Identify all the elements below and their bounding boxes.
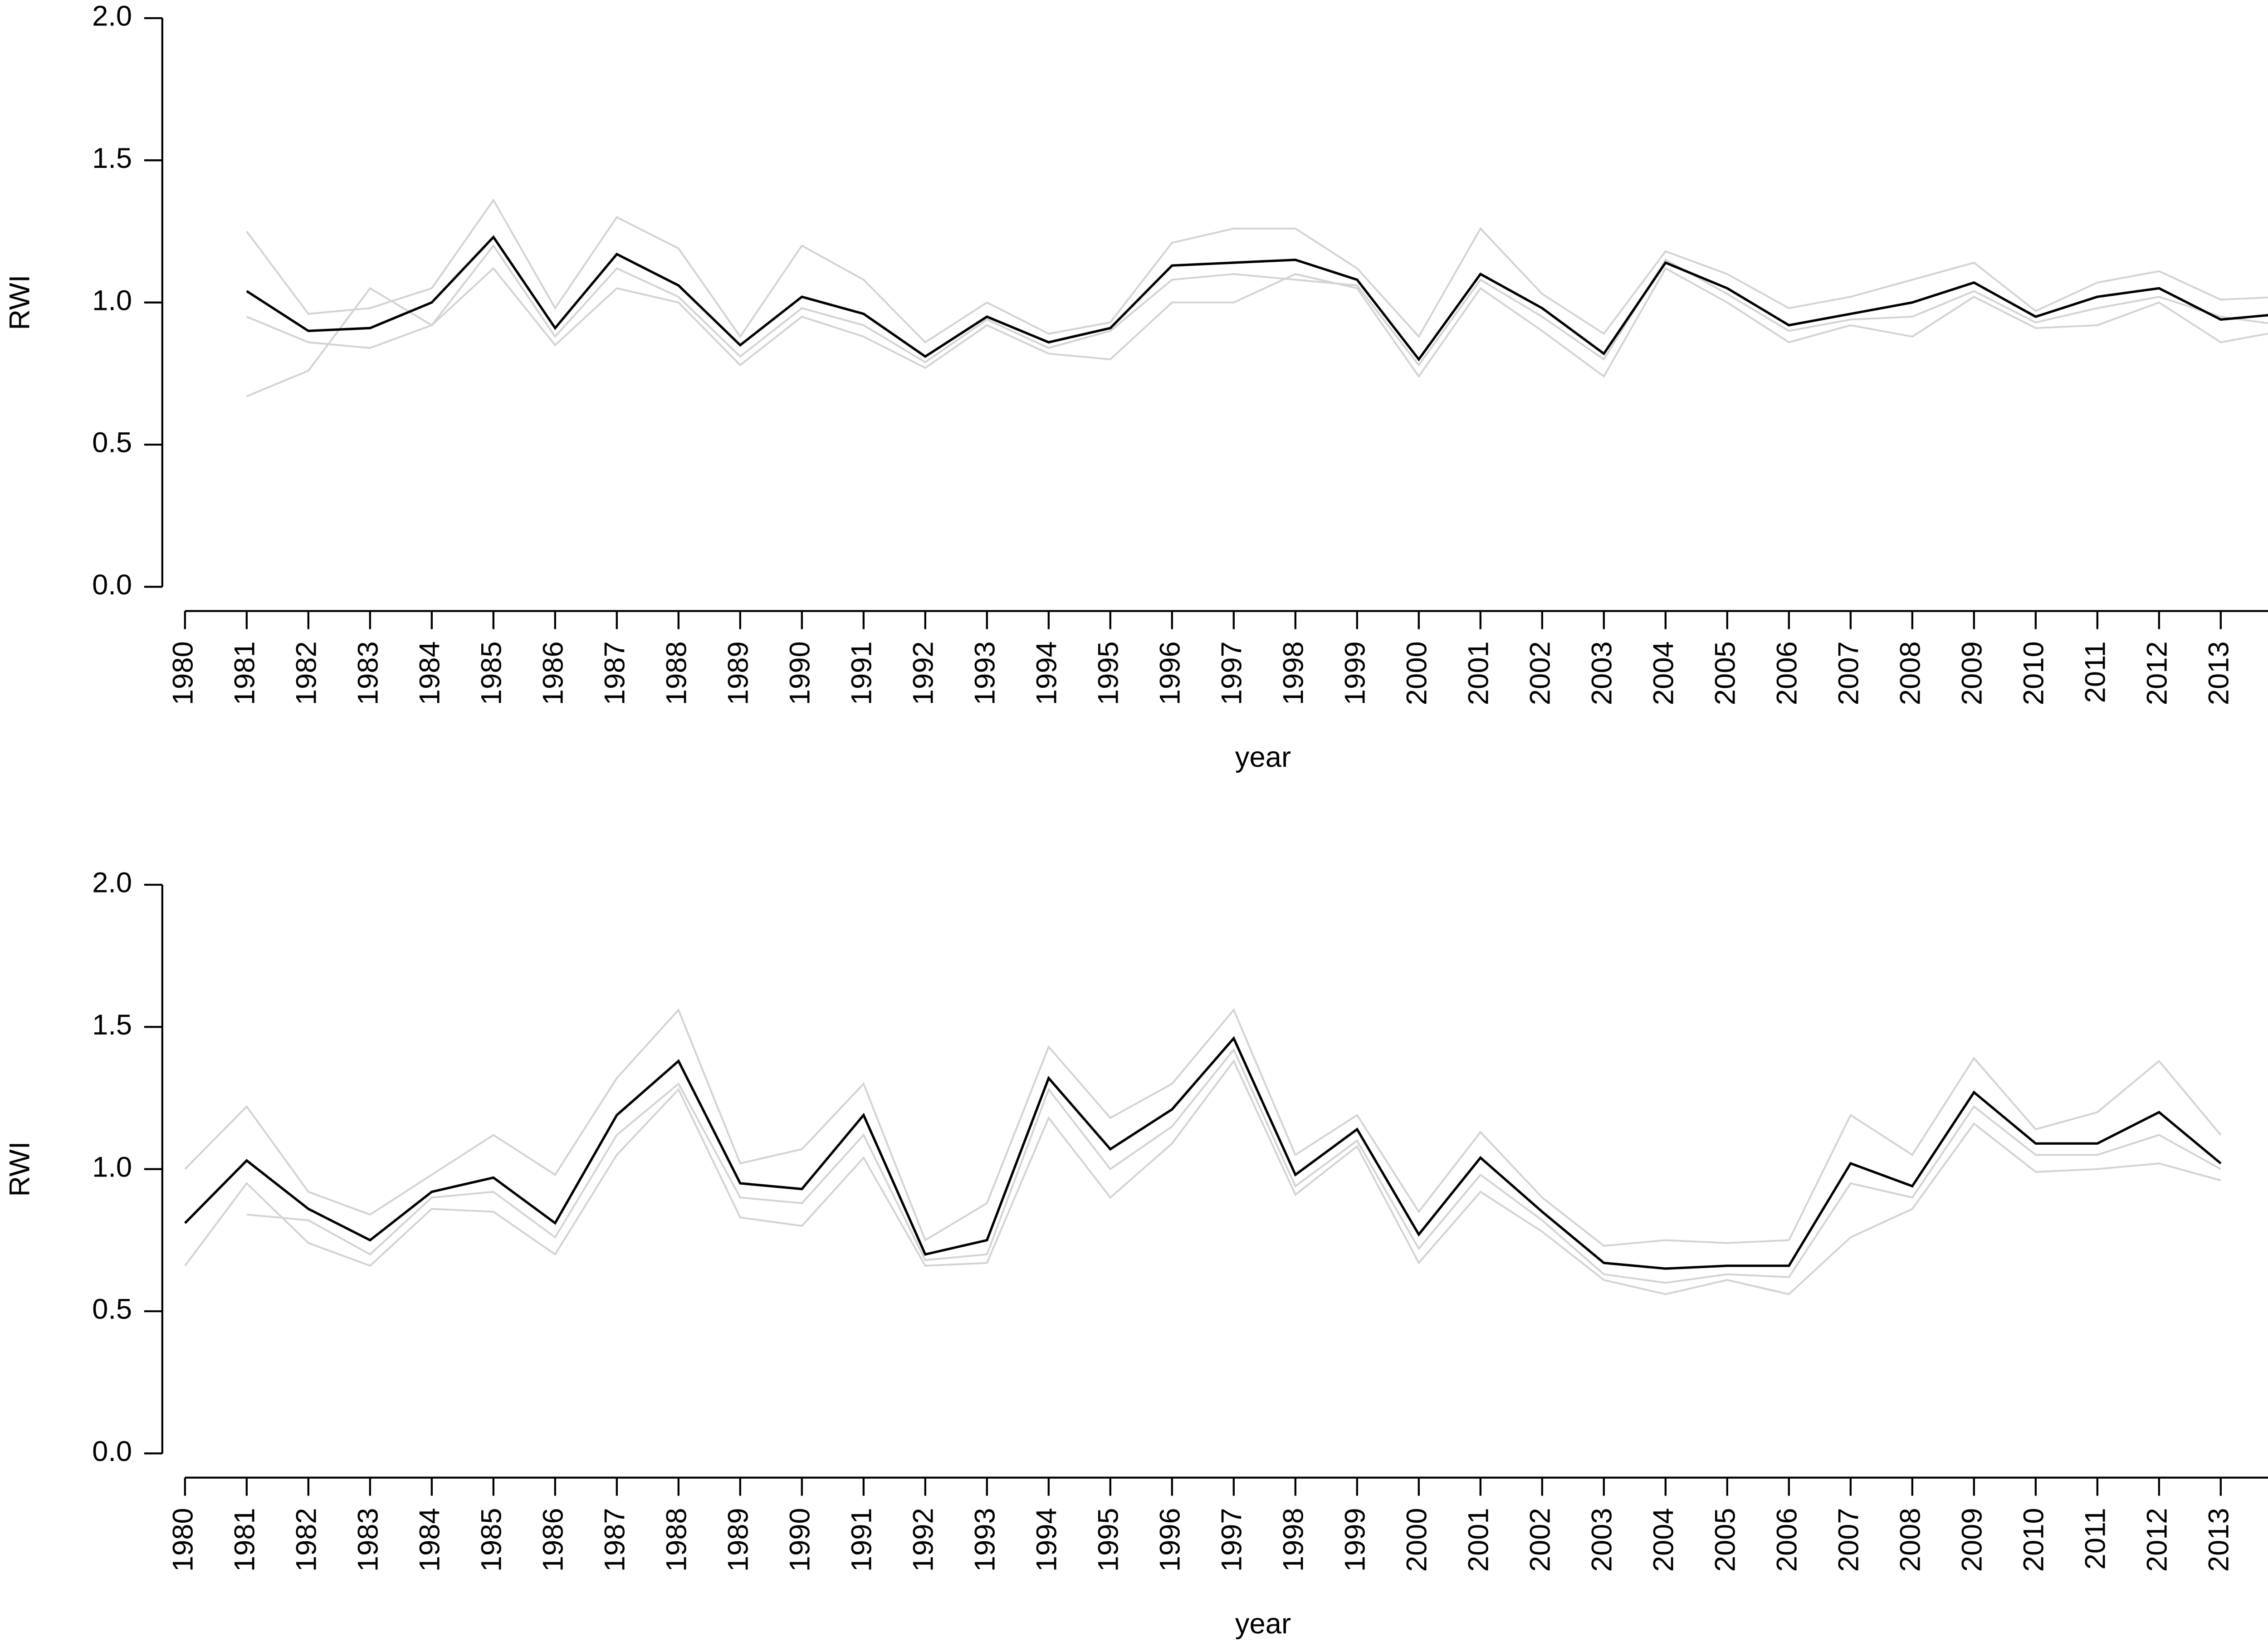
- x-tick-label: 2006: [1771, 1508, 1803, 1572]
- x-tick-label: 1999: [1339, 1508, 1371, 1572]
- x-tick-label: 2011: [2080, 1508, 2112, 1569]
- x-tick-label: 2011: [2080, 641, 2112, 703]
- x-tick-label: 2007: [1833, 1508, 1865, 1572]
- x-tick-label: 2005: [1710, 641, 1741, 705]
- y-tick-label: 0.0: [92, 1436, 132, 1467]
- series-line: [184, 1008, 2222, 1247]
- x-tick-label: 2010: [2018, 1508, 2050, 1572]
- x-tick-label: 2005: [1710, 1508, 1741, 1572]
- x-tick-label: 1991: [846, 1508, 878, 1572]
- x-axis-label: year: [1235, 1608, 1291, 1640]
- x-tick-label: 1984: [414, 641, 446, 705]
- x-tick-label: 2001: [1463, 641, 1495, 705]
- x-tick-label: 1995: [1093, 641, 1124, 705]
- x-tick-label: 1993: [969, 641, 1001, 705]
- x-tick-label: 1989: [723, 1508, 754, 1572]
- x-tick-label: 1983: [352, 1508, 384, 1572]
- x-tick-label: 2000: [1401, 641, 1433, 705]
- x-tick-label: 2009: [1956, 1508, 1988, 1572]
- x-tick-label: 2006: [1771, 641, 1803, 705]
- y-tick-label: 2.0: [92, 867, 132, 899]
- x-tick-label: 1985: [476, 1508, 508, 1572]
- y-tick-label: 1.0: [92, 1151, 132, 1183]
- x-tick-label: 2014: [2265, 641, 2268, 705]
- x-tick-label: 1985: [476, 641, 508, 705]
- y-tick-label: 0.0: [92, 569, 132, 601]
- x-tick-label: 1990: [784, 641, 816, 705]
- y-tick-label: 1.5: [92, 1009, 132, 1041]
- x-tick-label: 1987: [599, 641, 631, 705]
- x-tick-label: 1981: [229, 641, 261, 705]
- series-line: [184, 1036, 2222, 1270]
- x-tick-label: 1988: [661, 641, 693, 705]
- y-tick-label: 0.5: [92, 427, 132, 459]
- series-line: [246, 235, 2268, 362]
- y-tick-label: 1.0: [92, 284, 132, 316]
- x-axis-label: year: [1235, 741, 1291, 773]
- x-tick-label: 2008: [1895, 641, 1926, 705]
- y-axis-label: RWI: [4, 275, 36, 330]
- x-tick-label: 1996: [1154, 641, 1186, 705]
- x-tick-label: 1994: [1031, 1508, 1063, 1572]
- x-tick-label: 1998: [1278, 1508, 1310, 1572]
- x-tick-label: 1980: [167, 1508, 199, 1572]
- x-tick-label: 2003: [1586, 641, 1618, 705]
- x-tick-label: 2002: [1525, 641, 1556, 705]
- x-tick-label: 1990: [784, 1508, 816, 1572]
- x-tick-label: 1995: [1093, 1508, 1124, 1572]
- series-line: [246, 244, 2268, 367]
- x-tick-label: 1989: [723, 641, 754, 705]
- x-tick-label: 2004: [1648, 641, 1680, 705]
- x-tick-label: 2001: [1463, 1508, 1495, 1572]
- x-tick-label: 2013: [2203, 641, 2235, 705]
- series-line: [246, 267, 2268, 397]
- series-line: [246, 1048, 2221, 1284]
- x-tick-label: 1983: [352, 641, 384, 705]
- x-tick-label: 2010: [2018, 641, 2050, 705]
- x-tick-label: 1996: [1154, 1508, 1186, 1572]
- x-tick-label: 1998: [1278, 641, 1310, 705]
- x-tick-label: 1997: [1216, 641, 1248, 705]
- x-tick-label: 1993: [969, 1508, 1001, 1572]
- x-tick-label: 2008: [1895, 1508, 1926, 1572]
- x-tick-label: 1984: [414, 1508, 446, 1572]
- x-tick-label: 1992: [908, 1508, 939, 1572]
- x-tick-label: 1994: [1031, 641, 1063, 705]
- x-tick-label: 2012: [2141, 1508, 2173, 1572]
- x-tick-label: 1982: [291, 641, 323, 705]
- y-tick-label: 0.5: [92, 1294, 132, 1325]
- x-tick-label: 1992: [908, 641, 939, 705]
- series-line: [184, 1059, 2221, 1295]
- x-tick-label: 1981: [229, 1508, 261, 1572]
- x-tick-label: 2007: [1833, 641, 1865, 705]
- series-line: [246, 198, 2268, 343]
- x-tick-label: 1991: [846, 641, 878, 705]
- x-tick-label: 2014: [2265, 1508, 2268, 1572]
- x-tick-label: 2003: [1586, 1508, 1618, 1572]
- x-tick-label: 1980: [167, 641, 199, 705]
- x-tick-label: 2013: [2203, 1508, 2235, 1572]
- x-tick-label: 1986: [538, 1508, 569, 1572]
- y-tick-label: 1.5: [92, 142, 132, 174]
- x-tick-label: 2012: [2141, 641, 2173, 705]
- x-tick-label: 2000: [1401, 1508, 1433, 1572]
- y-tick-label: 2.0: [92, 0, 132, 32]
- x-tick-label: 1982: [291, 1508, 323, 1572]
- x-tick-label: 1987: [599, 1508, 631, 1572]
- x-tick-label: 2004: [1648, 1508, 1680, 1572]
- x-tick-label: 1986: [538, 641, 569, 705]
- x-tick-label: 1999: [1339, 641, 1371, 705]
- x-tick-label: 1988: [661, 1508, 693, 1572]
- x-tick-label: 2002: [1525, 1508, 1556, 1572]
- y-axis-label: RWI: [4, 1142, 36, 1197]
- x-tick-label: 2009: [1956, 641, 1988, 705]
- x-tick-label: 1997: [1216, 1508, 1248, 1572]
